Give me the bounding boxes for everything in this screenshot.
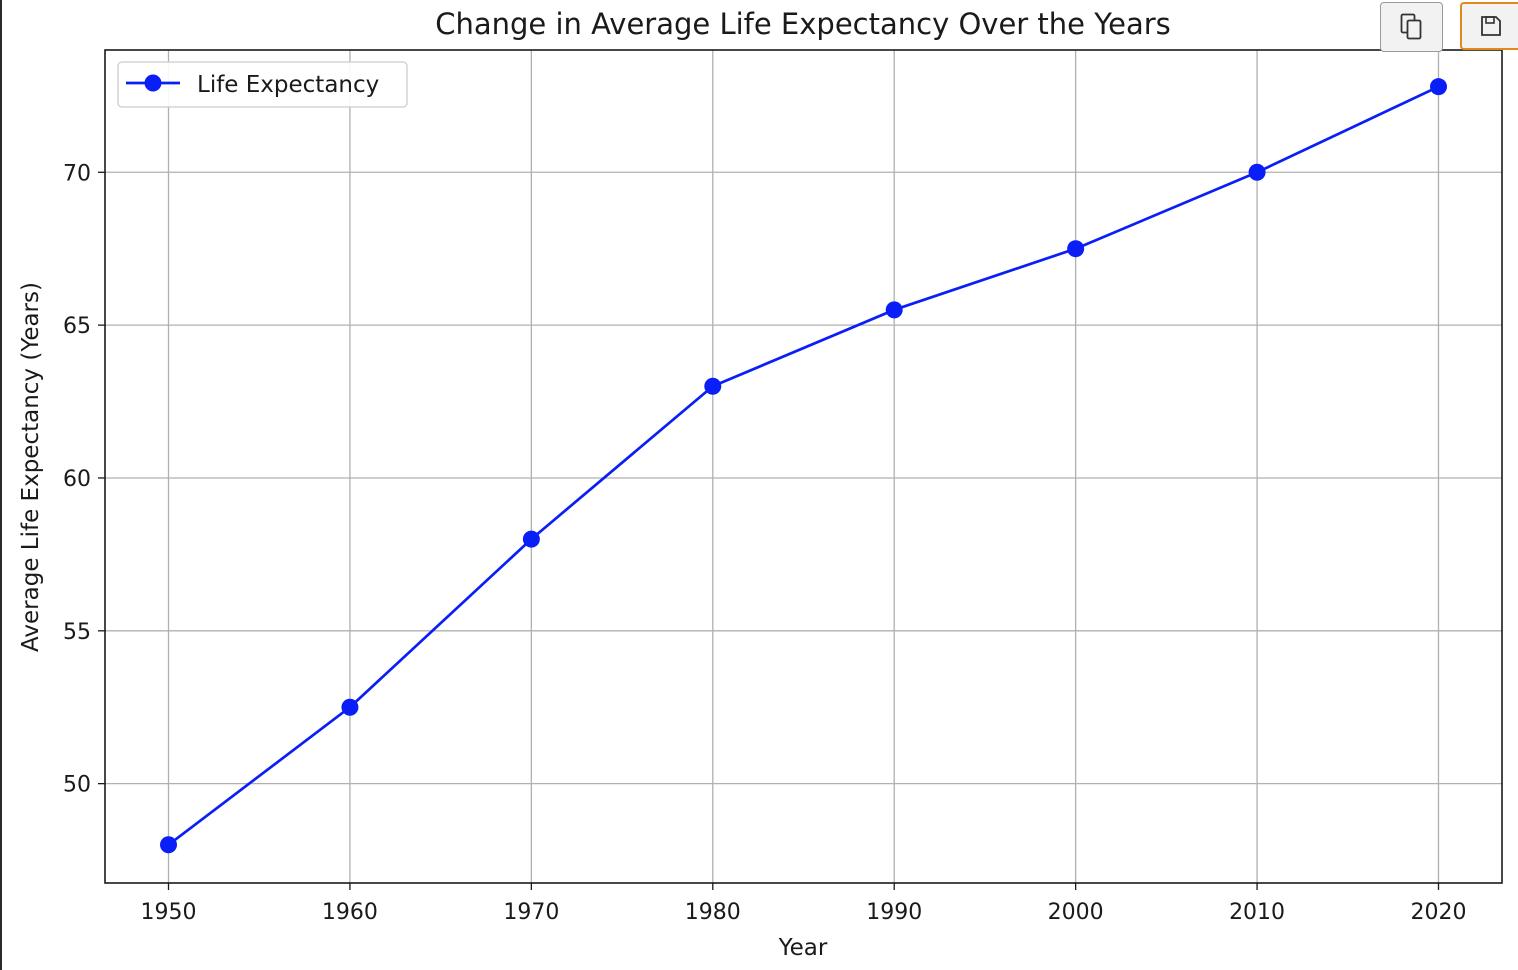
- x-tick-label: 2010: [1229, 900, 1285, 925]
- x-axis-label: Year: [778, 935, 828, 961]
- y-tick-label: 70: [63, 161, 91, 186]
- data-point: [885, 301, 903, 319]
- x-tick-label: 1960: [322, 900, 378, 925]
- data-point: [522, 530, 540, 548]
- series-layer: [160, 78, 1447, 854]
- data-point: [160, 836, 177, 854]
- y-tick-label: 65: [63, 314, 91, 339]
- legend-marker-swatch: [144, 74, 162, 92]
- x-tick-label: 1980: [685, 900, 741, 925]
- data-point: [1248, 163, 1266, 181]
- save-button[interactable]: [1460, 2, 1518, 50]
- copy-icon: [1400, 13, 1424, 41]
- y-tick-label: 50: [63, 773, 91, 798]
- save-icon: [1480, 15, 1502, 37]
- data-point: [1067, 240, 1085, 258]
- x-tick-label: 1970: [503, 900, 559, 925]
- grid-lines: [105, 50, 1502, 883]
- plot-frame: [104, 49, 1503, 884]
- legend: Life Expectancy: [117, 61, 408, 108]
- y-tick-label: 60: [63, 467, 91, 492]
- window-left-border: [0, 0, 2, 970]
- copy-button[interactable]: [1380, 2, 1443, 52]
- series-line: [167, 85, 1440, 846]
- x-tick-label: 1990: [866, 900, 922, 925]
- legend-label: Life Expectancy: [197, 72, 379, 98]
- y-tick-label: 55: [63, 620, 91, 645]
- x-tick-label: 2020: [1411, 900, 1467, 925]
- x-tick-label: 2000: [1048, 900, 1104, 925]
- data-point: [1430, 78, 1447, 96]
- x-tick-label: 1950: [141, 900, 197, 925]
- chart-title: Change in Average Life Expectancy Over t…: [435, 7, 1171, 41]
- data-point: [704, 377, 722, 395]
- data-point: [341, 698, 359, 716]
- y-axis-label: Average Life Expectancy (Years): [18, 282, 44, 652]
- axis-ticks: 1950 1960 1970 1980 1990 2000 2010 2020 50 55 60 65…: [63, 161, 1467, 925]
- legend-box: [117, 61, 408, 108]
